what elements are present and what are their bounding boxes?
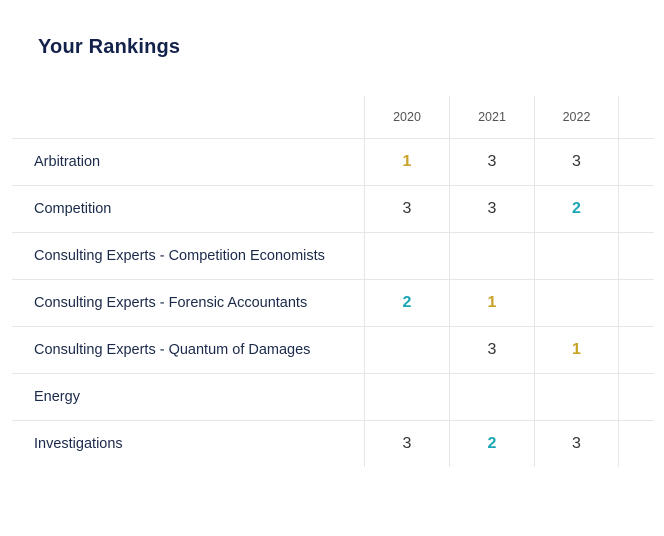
rank-cell: 2: [364, 280, 449, 326]
header-label-cell: [12, 96, 364, 138]
row-label: Energy: [34, 389, 80, 405]
rank-cell: 3: [449, 327, 534, 373]
rank-cell: 1: [364, 139, 449, 185]
column-spacer: [618, 374, 654, 420]
row-label: Competition: [34, 201, 112, 217]
rank-cell: [364, 374, 449, 420]
column-spacer: [618, 327, 654, 373]
rank-cell: [534, 374, 618, 420]
column-spacer: [618, 96, 654, 138]
column-spacer: [618, 139, 654, 185]
rank-cell: 3: [449, 139, 534, 185]
column-spacer: [618, 421, 654, 467]
table-row: Consulting Experts - Competition Economi…: [12, 233, 654, 280]
row-label: Investigations: [34, 436, 123, 452]
column-spacer: [618, 233, 654, 279]
column-header-2021: 2021: [449, 96, 534, 138]
rank-cell: 3: [364, 421, 449, 467]
rank-cell: 2: [449, 421, 534, 467]
column-spacer: [618, 280, 654, 326]
table-header-row: 2020 2021 2022: [12, 96, 654, 139]
rank-cell: [534, 280, 618, 326]
rank-cell: 3: [364, 186, 449, 232]
rank-cell: 1: [534, 327, 618, 373]
rank-cell: [364, 327, 449, 373]
table-row: Investigations 3 2 3: [12, 421, 654, 467]
table-row: Competition 3 3 2: [12, 186, 654, 233]
table-row: Consulting Experts - Forensic Accountant…: [12, 280, 654, 327]
rank-cell: 3: [534, 421, 618, 467]
rank-cell: [449, 374, 534, 420]
column-header-2020: 2020: [364, 96, 449, 138]
rank-cell: 1: [449, 280, 534, 326]
rank-cell: 3: [449, 186, 534, 232]
row-label: Consulting Experts - Quantum of Damages: [34, 342, 311, 358]
rankings-table: 2020 2021 2022 Arbitration 1 3 3 Competi…: [12, 96, 654, 467]
column-spacer: [618, 186, 654, 232]
rank-cell: 2: [534, 186, 618, 232]
row-label: Arbitration: [34, 154, 101, 170]
row-label: Consulting Experts - Forensic Accountant…: [34, 295, 308, 311]
rank-cell: [364, 233, 449, 279]
table-row: Arbitration 1 3 3: [12, 139, 654, 186]
column-header-2022: 2022: [534, 96, 618, 138]
row-label: Consulting Experts - Competition Economi…: [34, 248, 325, 264]
table-row: Consulting Experts - Quantum of Damages …: [12, 327, 654, 374]
rank-cell: [449, 233, 534, 279]
page-title: Your Rankings: [38, 36, 181, 58]
rank-cell: 3: [534, 139, 618, 185]
table-row: Energy: [12, 374, 654, 421]
rank-cell: [534, 233, 618, 279]
